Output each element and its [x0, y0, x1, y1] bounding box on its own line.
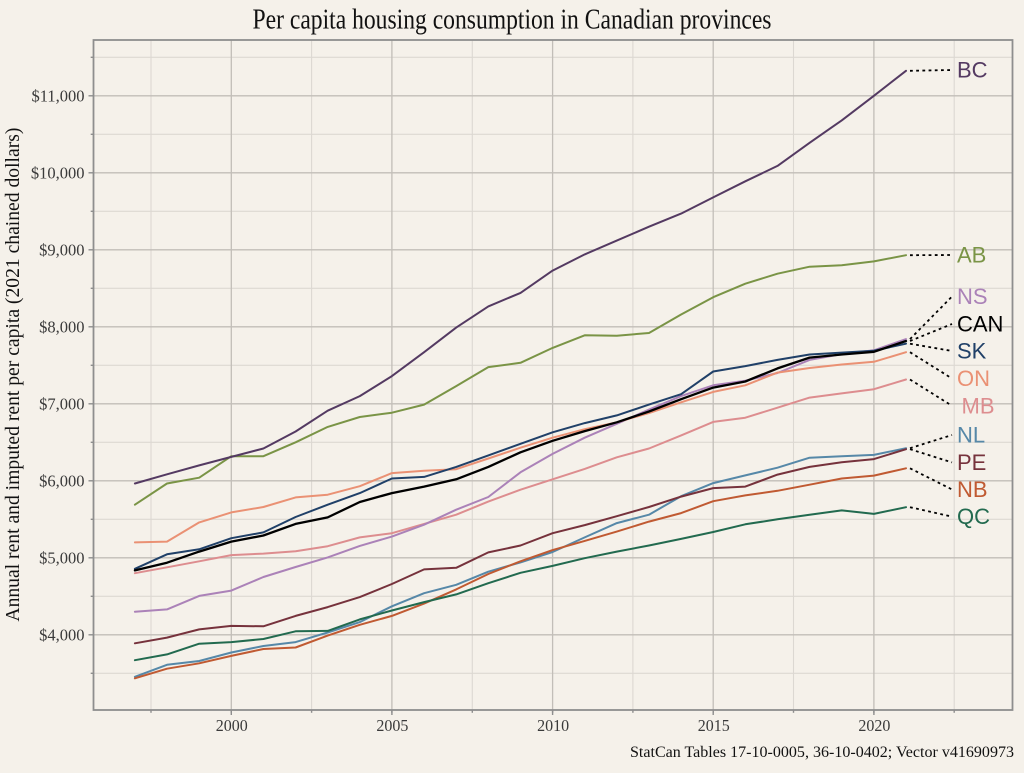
svg-text:Per capita housing consumption: Per capita housing consumption in Canadi… [253, 5, 772, 36]
svg-text:$10,000: $10,000 [31, 163, 85, 182]
svg-text:AB: AB [957, 243, 986, 268]
svg-text:QC: QC [957, 504, 990, 529]
svg-text:NS: NS [957, 284, 988, 309]
svg-text:2000: 2000 [216, 716, 248, 735]
svg-text:$9,000: $9,000 [39, 240, 84, 259]
svg-text:ON: ON [957, 366, 990, 391]
svg-text:2010: 2010 [537, 716, 569, 735]
svg-text:StatCan Tables 17-10-0005, 36-: StatCan Tables 17-10-0005, 36-10-0402; V… [630, 744, 1014, 761]
svg-text:$7,000: $7,000 [39, 394, 84, 413]
svg-text:Annual rent and imputed rent p: Annual rent and imputed rent per capita … [3, 128, 24, 622]
svg-text:NL: NL [957, 423, 985, 448]
svg-text:$11,000: $11,000 [31, 86, 84, 105]
svg-text:2015: 2015 [698, 716, 730, 735]
svg-text:BC: BC [957, 58, 988, 83]
svg-text:2005: 2005 [376, 716, 408, 735]
svg-text:NB: NB [957, 477, 988, 502]
svg-text:CAN: CAN [957, 312, 1003, 337]
svg-text:SK: SK [957, 339, 987, 364]
svg-text:2020: 2020 [858, 716, 890, 735]
svg-text:$8,000: $8,000 [39, 317, 84, 336]
svg-text:PE: PE [957, 450, 986, 475]
svg-text:$4,000: $4,000 [39, 625, 84, 644]
svg-text:$5,000: $5,000 [39, 548, 84, 567]
svg-text:MB: MB [962, 393, 995, 418]
svg-text:$6,000: $6,000 [39, 471, 84, 490]
